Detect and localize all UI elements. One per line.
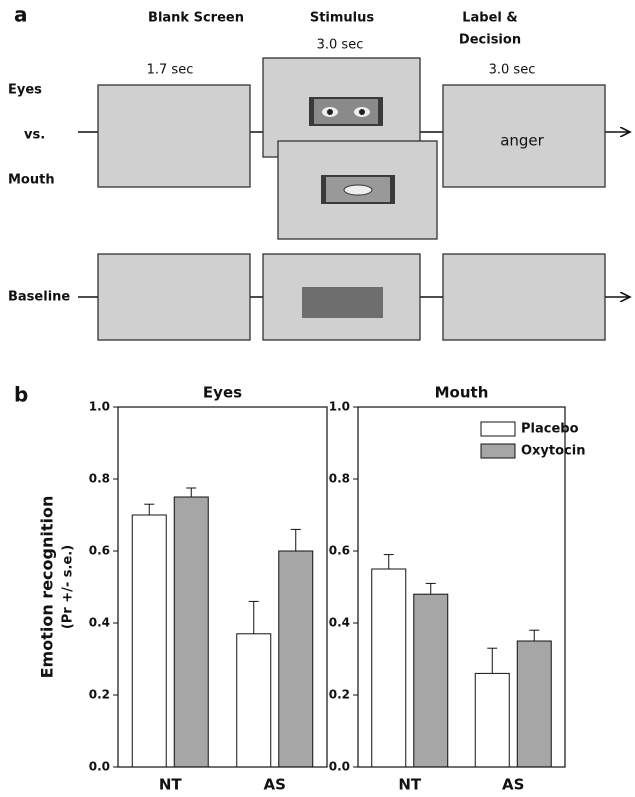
x-tick-label: AS (264, 776, 286, 794)
y-tick-label: 0.4 (329, 616, 350, 630)
bar (414, 594, 448, 767)
phase-title: Label & (462, 11, 518, 26)
bar (237, 634, 271, 767)
y-axis-label: (Pr +/- s.e.) (61, 545, 76, 629)
baseline-image (302, 287, 383, 318)
row-label: Mouth (8, 173, 55, 188)
duration: 3.0 sec (317, 38, 364, 53)
figure: a Blank Screen Stimulus Label & Decision… (0, 0, 635, 797)
x-tick-label: NT (159, 776, 183, 794)
duration: 1.7 sec (147, 63, 194, 78)
y-tick-label: 0.4 (89, 616, 110, 630)
x-tick-label: NT (398, 776, 422, 794)
y-tick-label: 0.8 (89, 472, 110, 486)
screen (443, 254, 605, 340)
phase-title: Decision (459, 33, 521, 48)
legend-label: Placebo (521, 422, 579, 437)
y-tick-label: 0.6 (89, 544, 110, 558)
y-tick-label: 0.2 (329, 688, 350, 702)
y-tick-label: 0.0 (89, 760, 110, 774)
chart-title: Mouth (435, 384, 489, 402)
y-tick-label: 1.0 (329, 400, 350, 414)
screen (98, 254, 250, 340)
y-tick-label: 0.0 (329, 760, 350, 774)
bar (279, 551, 313, 767)
pupil (359, 109, 365, 115)
legend-label: Oxytocin (521, 444, 585, 459)
panel-label: a (14, 3, 28, 27)
duration: 3.0 sec (489, 63, 536, 78)
legend-swatch (481, 422, 515, 436)
y-axis-label: Emotion recognition (38, 496, 57, 679)
y-tick-label: 0.8 (329, 472, 350, 486)
bar (132, 515, 166, 767)
phase-title: Blank Screen (148, 11, 244, 26)
row-label: Eyes (8, 83, 42, 98)
row-label: Baseline (8, 290, 70, 305)
chart-title: Eyes (203, 384, 242, 402)
bar (174, 497, 208, 767)
screen (98, 85, 250, 187)
phase-title: Stimulus (310, 11, 375, 26)
panel-label: b (14, 383, 28, 407)
pupil (327, 109, 333, 115)
row-label: vs. (24, 128, 45, 143)
legend-swatch (481, 444, 515, 458)
bar (372, 569, 406, 767)
y-tick-label: 0.6 (329, 544, 350, 558)
response-word: anger (500, 132, 544, 150)
y-tick-label: 1.0 (89, 400, 110, 414)
bar (475, 673, 509, 767)
bar (517, 641, 551, 767)
y-tick-label: 0.2 (89, 688, 110, 702)
x-tick-label: AS (502, 776, 524, 794)
mouth (344, 185, 372, 195)
